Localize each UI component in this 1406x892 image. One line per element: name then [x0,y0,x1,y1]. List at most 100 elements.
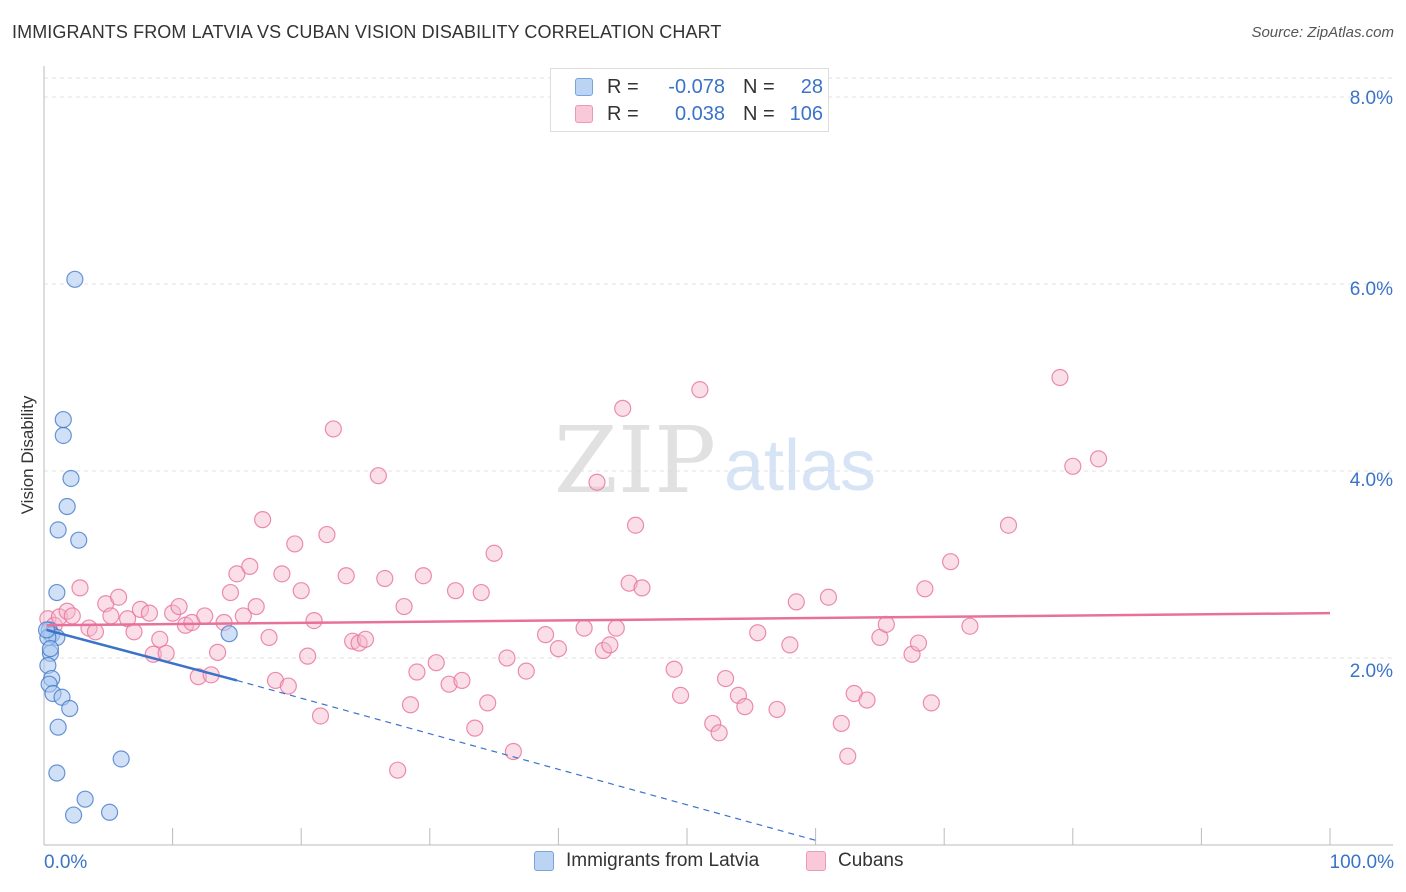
cubans-point [151,630,169,648]
y-tick-label: 8.0% [1350,88,1393,109]
n-label: N = [743,75,775,98]
correlation-legend: R = -0.078 N = 28 R = 0.038 N = 106 [550,68,829,132]
cubans-point [254,511,272,529]
cubans-point [344,632,362,650]
cubans-point [601,636,619,654]
latvia-swatch [534,851,554,871]
legend-item-latvia[interactable]: Immigrants from Latvia [534,850,759,872]
cubans-point [209,643,227,661]
legend-row-cubans: R = 0.038 N = 106 [575,102,823,126]
latvia-swatch [575,78,593,96]
latvia-point [54,426,72,445]
n-label: N = [743,102,775,125]
cubans-point [324,420,342,438]
cubans-point [498,649,516,667]
cubans-point [125,623,143,641]
cubans-point [922,694,940,712]
latvia-point [54,410,72,429]
latvia-point [100,803,119,821]
latvia-point [41,640,60,658]
cubans-point [189,668,207,686]
cubans-point [916,580,934,598]
n-value-cubans: 106 [789,102,823,125]
cubans-point [819,588,838,606]
latvia-point [112,750,130,768]
cubans-point [839,747,857,765]
cubans-point [311,707,330,725]
cubans-trend-line [46,611,1331,627]
cubans-point [858,691,876,709]
legend-row-latvia: R = -0.078 N = 28 [575,75,823,99]
source-label: Source: ZipAtlas.com [1251,24,1394,41]
latvia-point [48,764,66,782]
latvia-points [37,270,238,824]
chart-title: IMMIGRANTS FROM LATVIA VS CUBAN VISION D… [12,22,722,42]
cubans-point [440,675,458,693]
cubans-point [63,607,81,625]
cubans-point [369,467,387,485]
legend-label-cubans: Cubans [838,850,904,871]
cubans-point [273,565,291,583]
cubans-point [164,604,182,622]
cubans-point [279,677,297,695]
cubans-point [318,525,336,544]
cubans-point [942,553,960,571]
cubans-point [787,593,805,611]
cubans-point [626,516,645,534]
y-tick-label: 2.0% [1350,661,1393,682]
cubans-point [356,630,375,648]
cubans-point [299,647,317,665]
latvia-point [49,718,67,736]
cubans-point [1064,457,1082,475]
cubans-point [286,535,304,553]
latvia-point [58,497,76,516]
legend-item-cubans[interactable]: Cubans [806,850,904,872]
y-tick-labels: 8.0% 6.0% 4.0% 2.0% [1350,88,1393,682]
cubans-point [140,604,159,622]
cubans-point [131,600,150,618]
latvia-point [64,806,83,824]
cubans-point [1089,450,1108,468]
cubans-point [472,583,490,602]
cubans-point [102,607,120,625]
latvia-point [220,625,238,643]
cubans-point [376,569,394,588]
cubans-point [247,597,265,616]
cubans-point [109,588,128,606]
cubans-point [170,597,188,616]
cubans-point [221,583,240,602]
latvia-point [70,531,88,549]
cubans-point [228,565,246,583]
cubans-point [485,544,503,562]
watermark-atlas: atlas [724,426,876,506]
cubans-point [710,724,728,742]
cubans-point [877,615,895,633]
cubans-point [466,719,484,737]
cubans-point [549,640,568,658]
r-label: R = [607,75,639,98]
latvia-trend-line [46,628,238,682]
cubans-point [749,624,767,642]
cubans-point [781,636,799,654]
cubans-point [504,742,522,761]
cubans-point [909,634,928,652]
cubans-point [671,686,690,705]
cubans-point [517,662,535,680]
cubans-point [395,597,413,616]
cubans-point [536,626,555,644]
cubans-point [999,516,1018,534]
cubans-point [389,761,407,779]
cubans-point [446,582,465,600]
cubans-point [620,574,638,592]
cubans-point [401,696,420,714]
cubans-point [427,654,445,672]
cubans-point [414,567,432,585]
cubans-point [588,473,606,491]
latvia-point [48,583,66,602]
y-tick-label: 4.0% [1350,470,1393,491]
cubans-point [479,694,497,712]
cubans-point [305,611,323,630]
trend-lines [46,611,1331,841]
cubans-point [961,617,979,635]
